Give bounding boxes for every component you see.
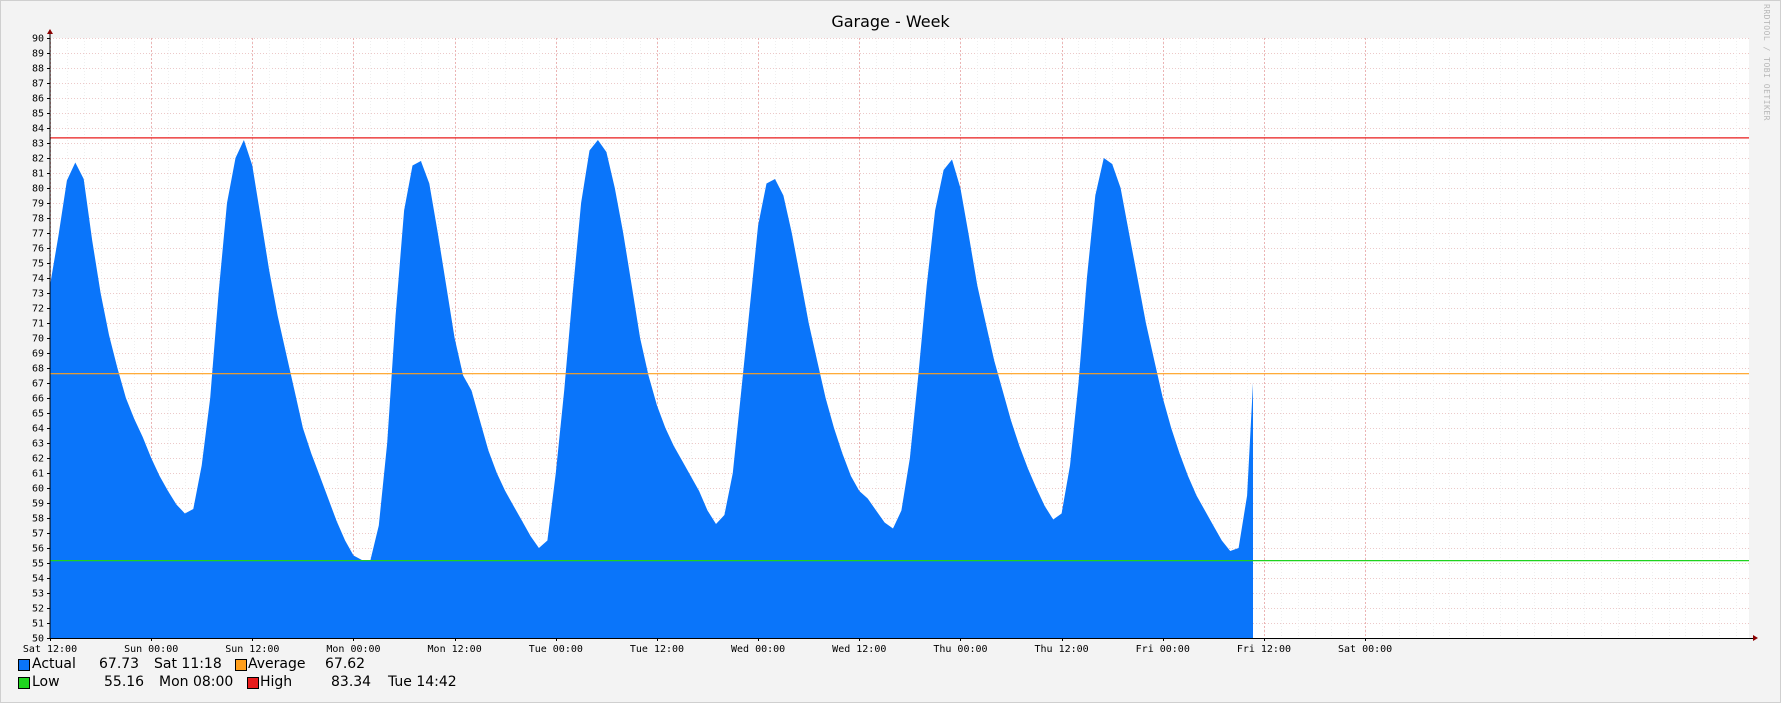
y-tick-label: 56	[32, 544, 44, 555]
y-tick-label: 67	[32, 379, 44, 390]
y-tick-label: 68	[32, 364, 44, 375]
legend-label-high: High	[260, 674, 293, 690]
y-tick-label: 59	[32, 499, 44, 510]
y-tick-label: 64	[32, 424, 44, 435]
y-tick-label: 72	[32, 304, 44, 315]
y-tick-label: 85	[32, 109, 44, 120]
legend-label-low: Low	[32, 674, 60, 690]
y-tick-label: 70	[32, 334, 44, 345]
y-tick-label: 88	[32, 64, 44, 75]
y-tick-label: 75	[32, 259, 44, 270]
x-tick-label: Thu 00:00	[933, 644, 987, 655]
y-tick-label: 79	[32, 199, 44, 210]
y-tick-label: 54	[32, 574, 44, 585]
x-tick-label: Sat 12:00	[23, 644, 77, 655]
y-tick-label: 53	[32, 589, 44, 600]
x-axis-arrow	[1753, 635, 1758, 641]
x-tick-label: Sat 00:00	[1338, 644, 1392, 655]
legend-value-average: 67.62	[325, 656, 366, 672]
x-tick-label: Mon 00:00	[326, 644, 380, 655]
legend-swatch-average	[235, 659, 247, 671]
y-tick-label: 52	[32, 604, 44, 615]
y-tick-label: 60	[32, 484, 44, 495]
legend-time-low: Mon 08:00	[159, 674, 234, 690]
y-tick-label: 63	[32, 439, 44, 450]
x-tick-label: Sun 12:00	[225, 644, 279, 655]
x-tick-label: Wed 12:00	[832, 644, 886, 655]
legend-label-average: Average	[248, 656, 306, 672]
y-tick-label: 86	[32, 94, 44, 105]
y-tick-label: 81	[32, 169, 44, 180]
legend-value-actual: 67.73	[99, 656, 140, 672]
y-tick-label: 76	[32, 244, 44, 255]
y-tick-label: 58	[32, 514, 44, 525]
legend-swatch-low	[18, 677, 30, 689]
series-area-actual	[50, 140, 1253, 638]
x-tick-label: Sun 00:00	[124, 644, 178, 655]
legend-time-high: Tue 14:42	[388, 674, 457, 690]
y-tick-label: 71	[32, 319, 44, 330]
legend-label-actual: Actual	[32, 656, 76, 672]
x-tick-label: Tue 12:00	[630, 644, 684, 655]
y-tick-label: 66	[32, 394, 44, 405]
y-axis-arrow	[47, 29, 53, 34]
x-tick-label: Fri 00:00	[1136, 644, 1190, 655]
x-tick-label: Mon 12:00	[428, 644, 482, 655]
y-tick-label: 62	[32, 454, 44, 465]
y-tick-label: 57	[32, 529, 44, 540]
legend-time-actual: Sat 11:18	[154, 656, 222, 672]
legend-value-high: 83.34	[331, 674, 372, 690]
y-tick-label: 90	[32, 34, 44, 45]
y-tick-label: 74	[32, 274, 44, 285]
legend-swatch-actual	[18, 659, 30, 671]
y-tick-label: 84	[32, 124, 44, 135]
y-tick-label: 78	[32, 214, 44, 225]
x-tick-label: Tue 00:00	[529, 644, 583, 655]
y-tick-label: 80	[32, 184, 44, 195]
y-tick-label: 82	[32, 154, 44, 165]
y-tick-label: 50	[32, 634, 44, 645]
chart-title: Garage - Week	[831, 12, 950, 31]
x-tick-label: Thu 12:00	[1035, 644, 1089, 655]
legend-swatch-high	[247, 677, 259, 689]
legend-value-low: 55.16	[104, 674, 145, 690]
y-tick-label: 55	[32, 559, 44, 570]
y-tick-label: 89	[32, 49, 44, 60]
y-tick-label: 77	[32, 229, 44, 240]
y-tick-label: 65	[32, 409, 44, 420]
y-tick-label: 73	[32, 289, 44, 300]
y-tick-label: 87	[32, 79, 44, 90]
y-tick-label: 69	[32, 349, 44, 360]
watermark: RRDTOOL / TOBI OETIKER	[1762, 4, 1771, 121]
x-tick-label: Fri 12:00	[1237, 644, 1291, 655]
y-tick-label: 61	[32, 469, 44, 480]
y-tick-label: 83	[32, 139, 44, 150]
x-tick-label: Wed 00:00	[731, 644, 785, 655]
y-tick-label: 51	[32, 619, 44, 630]
